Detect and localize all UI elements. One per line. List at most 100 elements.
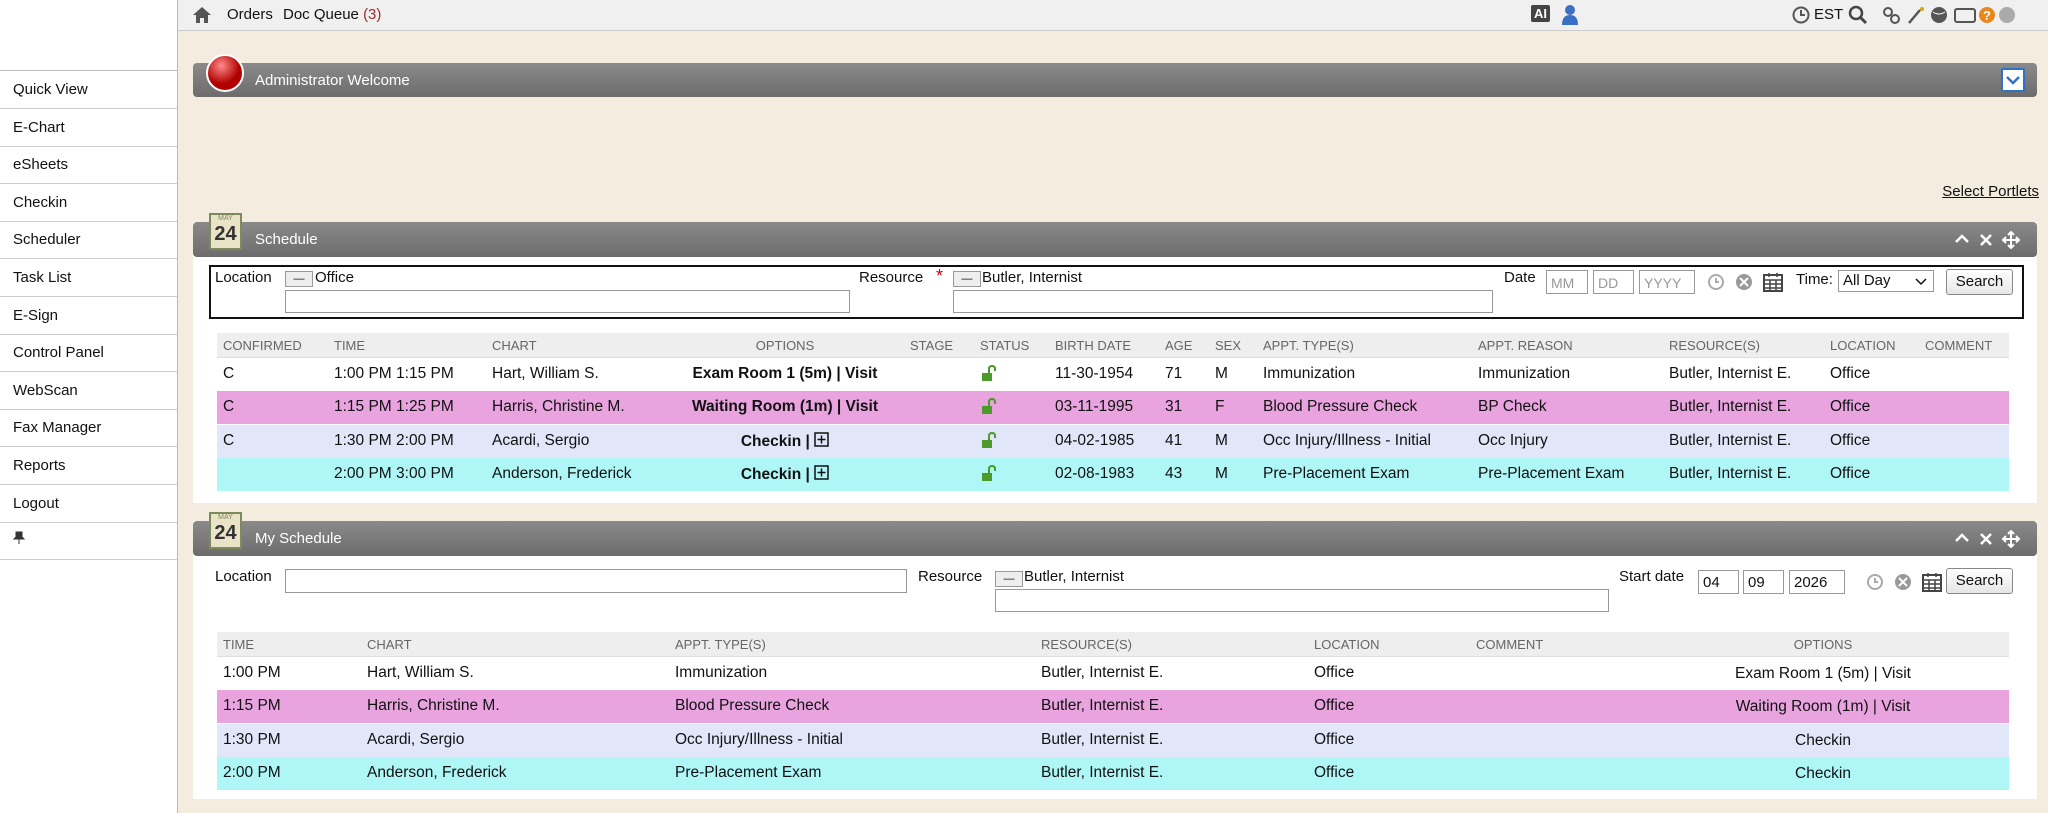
unlock-icon[interactable] [980, 432, 997, 454]
clear-icon[interactable] [1894, 573, 1912, 596]
my-schedule-row[interactable]: 2:00 PMAnderson, FrederickPre-Placement … [217, 757, 2009, 790]
my-schedule-row[interactable]: 1:15 PMHarris, Christine M.Blood Pressur… [217, 690, 2009, 723]
resource-input[interactable] [995, 589, 1609, 612]
collapse-button[interactable]: — [285, 271, 313, 287]
column-header: AGE [1165, 338, 1192, 353]
pin-item[interactable] [0, 522, 177, 560]
column-header: LOCATION [1314, 637, 1380, 652]
day-input[interactable]: DD [1593, 270, 1634, 294]
home-icon[interactable] [192, 6, 212, 24]
column-header: TIME [223, 637, 254, 652]
cell: 71 [1165, 365, 1182, 383]
cell: Office [1314, 664, 1354, 682]
time-icon[interactable] [1866, 573, 1884, 596]
clock-icon[interactable] [1792, 6, 1810, 24]
nav-item[interactable]: E-Sign [0, 297, 177, 335]
nav-item[interactable]: Scheduler [0, 221, 177, 259]
column-header: COMMENT [1925, 338, 1992, 353]
options-cell[interactable]: Exam Room 1 (5m) | Visit [645, 365, 925, 383]
collapse-button[interactable]: — [953, 271, 981, 287]
location-value: Office [315, 269, 354, 286]
options-cell[interactable]: Checkin [1683, 732, 1963, 750]
doc-queue-count: (3) [363, 6, 381, 23]
nav-item[interactable]: Control Panel [0, 334, 177, 372]
nav-item[interactable]: Reports [0, 447, 177, 485]
options-cell[interactable]: Waiting Room (1m) | Visit [1683, 698, 1963, 716]
my-schedule-portlet: MAY24My ScheduleLocationResource—Butler,… [193, 521, 2037, 799]
column-header: APPT. TYPE(S) [675, 637, 766, 652]
cell: 43 [1165, 465, 1182, 483]
nav-item[interactable]: Logout [0, 485, 177, 523]
select-portlets-link[interactable]: Select Portlets [1942, 183, 2039, 200]
resource-value: Butler, Internist [982, 269, 1082, 286]
options-cell[interactable]: Checkin | [645, 465, 925, 484]
location-input[interactable] [285, 290, 850, 313]
calendar-picker[interactable] [1922, 572, 1942, 597]
nav-item[interactable]: WebScan [0, 372, 177, 410]
unlock-icon[interactable] [980, 398, 997, 420]
options-cell[interactable]: Checkin [1683, 765, 1963, 783]
schedule-row[interactable]: C1:00 PM 1:15 PMHart, William S.Exam Roo… [217, 358, 2009, 391]
doc-queue-link[interactable]: Doc Queue (3) [283, 6, 381, 23]
nav-item[interactable]: Fax Manager [0, 409, 177, 447]
tool-icons[interactable]: ? [1882, 6, 2048, 26]
my-schedule-row[interactable]: 1:30 PMAcardi, SergioOcc Injury/Illness … [217, 724, 2009, 757]
cell: Butler, Internist E. [1669, 465, 1791, 483]
nav-item[interactable]: Quick View [0, 71, 177, 109]
nav-item[interactable]: eSheets [0, 146, 177, 184]
column-header: COMMENT [1476, 637, 1543, 652]
cell: Occ Injury/Illness - Initial [1263, 432, 1431, 450]
clear-icon[interactable] [1735, 273, 1753, 296]
cell: Office [1314, 731, 1354, 749]
cell: BP Check [1478, 398, 1547, 416]
user-icon[interactable] [1561, 4, 1579, 26]
options-cell[interactable]: Waiting Room (1m) | Visit [645, 398, 925, 416]
cell: 1:30 PM 2:00 PM [334, 432, 454, 450]
ai-badge[interactable]: AI [1531, 5, 1550, 22]
schedule-row[interactable]: C1:30 PM 2:00 PMAcardi, SergioCheckin | … [217, 425, 2009, 458]
column-header: BIRTH DATE [1055, 338, 1131, 353]
schedule-row[interactable]: C1:15 PM 1:25 PMHarris, Christine M.Wait… [217, 391, 2009, 424]
unlock-icon[interactable] [980, 365, 997, 387]
cell: 41 [1165, 432, 1182, 450]
column-header: TIME [334, 338, 365, 353]
time-icon[interactable] [1707, 273, 1725, 296]
schedule-row[interactable]: 2:00 PM 3:00 PMAnderson, FrederickChecki… [217, 458, 2009, 491]
calendar-picker[interactable] [1763, 272, 1783, 297]
my-schedule-row[interactable]: 1:00 PMHart, William S.ImmunizationButle… [217, 657, 2009, 690]
month-input[interactable]: MM [1546, 270, 1588, 294]
column-header: APPT. REASON [1478, 338, 1573, 353]
time-select[interactable]: All Day [1838, 270, 1934, 292]
nav-item[interactable]: Task List [0, 259, 177, 297]
cell: Harris, Christine M. [367, 697, 500, 715]
column-header: RESOURCE(S) [1669, 338, 1760, 353]
year-input[interactable]: 2026 [1789, 570, 1845, 594]
collapse-toggle[interactable] [2001, 68, 2025, 92]
cell: C [223, 365, 234, 383]
add-icon[interactable] [814, 432, 829, 447]
day-input[interactable]: 09 [1743, 570, 1784, 594]
nav-item[interactable]: Checkin [0, 184, 177, 222]
collapse-button[interactable]: — [995, 571, 1023, 587]
column-header: CHART [367, 637, 412, 652]
nav-item[interactable]: E-Chart [0, 109, 177, 147]
year-input[interactable]: YYYY [1639, 270, 1695, 294]
cell: Hart, William S. [367, 664, 474, 682]
search-icon[interactable] [1848, 5, 1868, 25]
search-button[interactable]: Search [1946, 568, 2013, 594]
orders-link[interactable]: Orders [227, 6, 273, 23]
portlet-controls[interactable] [1953, 231, 2023, 253]
add-icon[interactable] [814, 465, 829, 480]
month-input[interactable]: 04 [1698, 570, 1739, 594]
required-mark: * [936, 266, 943, 287]
options-cell[interactable]: Checkin | [645, 432, 925, 451]
location-input[interactable] [285, 569, 907, 593]
unlock-icon[interactable] [980, 465, 997, 487]
search-button[interactable]: Search [1946, 269, 2013, 295]
resource-label: Resource [918, 568, 982, 585]
options-cell[interactable]: Exam Room 1 (5m) | Visit [1683, 665, 1963, 683]
portlet-controls[interactable] [1953, 530, 2023, 552]
cell: Butler, Internist E. [1669, 432, 1791, 450]
resource-input[interactable] [953, 290, 1493, 313]
portlet-title: My Schedule [255, 530, 342, 547]
